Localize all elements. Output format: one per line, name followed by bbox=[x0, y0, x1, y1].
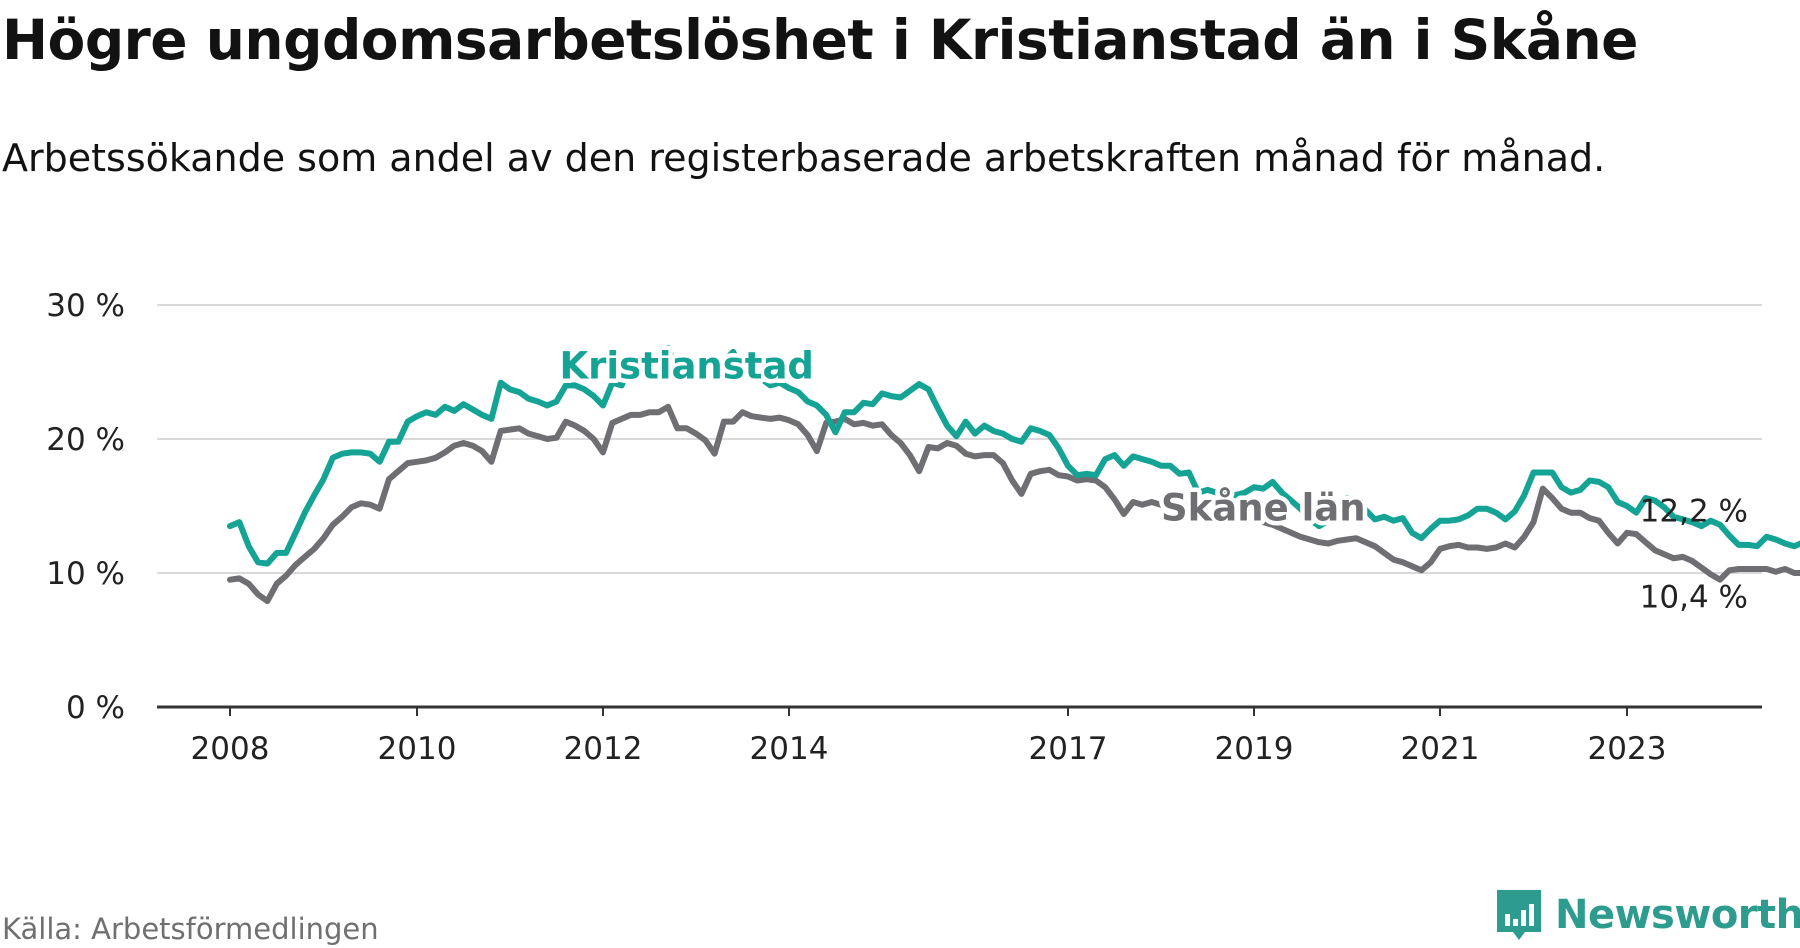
chart-subtitle: Arbetssökande som andel av den registerb… bbox=[2, 136, 1606, 180]
brand-logo[interactable]: Newsworthy bbox=[1493, 886, 1800, 944]
x-tick-label: 2021 bbox=[1401, 731, 1480, 767]
series-line-kristianstad bbox=[227, 344, 1800, 567]
series-label: Kristianstad bbox=[559, 345, 813, 388]
series-end-label: 12,2 % bbox=[1640, 494, 1748, 530]
series-label: Skåne län bbox=[1161, 487, 1366, 530]
series-labels: Kristianstad 12,2 % Skåne län 10,4 % bbox=[555, 340, 1748, 616]
y-axis-ticks: 0 % 10 % 20 % 30 % bbox=[46, 288, 125, 726]
x-tick-label: 2008 bbox=[191, 731, 270, 767]
x-tick-label: 2010 bbox=[378, 731, 457, 767]
y-tick-label: 20 % bbox=[46, 422, 125, 458]
x-axis-ticks: 2008 2010 2012 2014 2017 2019 2021 2023 bbox=[157, 705, 1762, 767]
chart-title: Högre ungdomsarbetslöshet i Kristianstad… bbox=[2, 8, 1638, 72]
x-tick-label: 2019 bbox=[1215, 731, 1294, 767]
series-end-label: 10,4 % bbox=[1640, 580, 1748, 616]
x-tick-label: 2014 bbox=[750, 731, 829, 767]
y-tick-label: 0 % bbox=[66, 690, 125, 726]
x-tick-label: 2012 bbox=[564, 731, 643, 767]
x-tick-label: 2023 bbox=[1588, 731, 1667, 767]
y-tick-label: 10 % bbox=[46, 556, 125, 592]
source-note: Källa: Arbetsförmedlingen bbox=[2, 912, 379, 946]
y-tick-label: 30 % bbox=[46, 288, 125, 324]
brand-name: Newsworthy bbox=[1555, 892, 1800, 938]
x-tick-label: 2017 bbox=[1029, 731, 1108, 767]
series-lines bbox=[227, 344, 1800, 605]
newsworthy-logo-icon bbox=[1497, 890, 1541, 940]
series-line-skane bbox=[227, 403, 1800, 605]
